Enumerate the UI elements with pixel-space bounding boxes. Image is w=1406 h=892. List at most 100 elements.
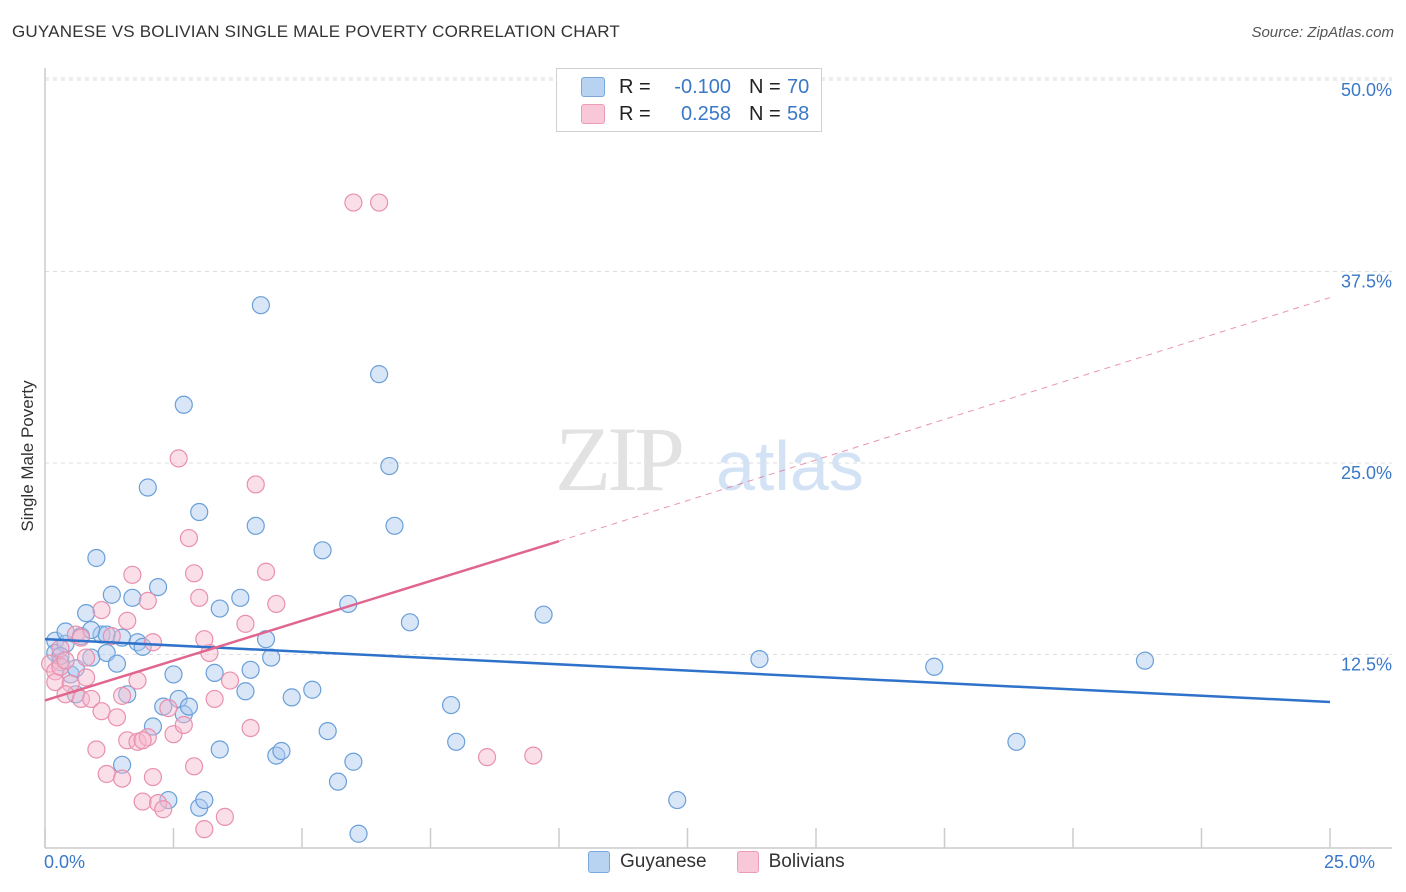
guyanese-point: [313, 541, 332, 560]
bolivians-point: [164, 725, 183, 744]
bolivians-point: [159, 699, 178, 718]
guyanese-point: [77, 604, 96, 623]
guyanese-point: [328, 772, 348, 791]
bolivians-point: [138, 728, 157, 747]
guyanese-point: [303, 680, 322, 699]
series-legend: Guyanese Bolivians: [588, 851, 875, 873]
source-label: Source: ZipAtlas.com: [1251, 24, 1394, 41]
guyanese-point: [1135, 651, 1155, 670]
guyanese-point: [236, 682, 255, 701]
r-label: R =: [619, 102, 651, 125]
guyanese-point: [344, 752, 363, 771]
bolivians-trend-line: [44, 539, 560, 702]
guyanese-point: [241, 660, 260, 679]
guyanese-point: [179, 697, 199, 716]
bolivians-point: [112, 769, 132, 788]
guyanese-point: [668, 790, 687, 810]
bolivians-point: [195, 630, 214, 649]
legend-row-bolivians: R = 0.258 N = 58: [581, 102, 809, 126]
bolivians-swatch: [581, 104, 605, 124]
guyanese-point: [231, 588, 250, 607]
bolivians-point: [107, 708, 127, 727]
y-tick-label: 25.0%: [1341, 463, 1392, 483]
legend-item-guyanese[interactable]: Guyanese: [588, 851, 707, 873]
legend-label-guyanese: Guyanese: [620, 851, 707, 872]
watermark: ZIP: [555, 408, 682, 510]
bolivians-point: [92, 702, 111, 721]
guyanese-point: [102, 585, 121, 604]
guyanese-point: [164, 665, 183, 684]
n-label: N =: [749, 75, 781, 98]
guyanese-point: [400, 613, 420, 632]
bolivians-point: [92, 600, 111, 620]
series-guyanese-points: [46, 296, 1155, 843]
bolivians-point: [169, 449, 188, 468]
guyanese-point: [385, 516, 404, 535]
guyanese-point: [925, 657, 944, 676]
bolivians-point: [256, 562, 276, 581]
n-value: 58: [787, 102, 810, 125]
legend-label-bolivians: Bolivians: [768, 851, 845, 872]
bolivians-point: [184, 757, 204, 776]
y-tick-labels: 12.5% 25.0% 37.5% 50.0%: [1341, 80, 1392, 675]
bolivians-trend-extension: [558, 297, 1331, 542]
bolivians-point: [174, 715, 193, 735]
guyanese-point: [750, 649, 769, 669]
guyanese-point: [210, 599, 229, 618]
guyanese-point: [205, 663, 224, 682]
guyanese-point: [148, 577, 168, 597]
bolivians-point: [246, 475, 265, 494]
guyanese-point: [272, 741, 291, 761]
guyanese-point: [447, 732, 466, 751]
bolivians-point: [77, 668, 96, 687]
bolivians-point: [154, 800, 173, 819]
bolivians-point: [195, 820, 214, 839]
guyanese-point: [143, 717, 163, 736]
bolivians-point: [118, 611, 137, 630]
guyanese-point: [534, 605, 553, 624]
bolivians-point: [190, 588, 209, 607]
r-value: 0.258: [680, 102, 731, 125]
guyanese-point: [159, 790, 178, 810]
guyanese-point: [251, 296, 270, 315]
r-label: R =: [619, 75, 651, 98]
bolivians-point: [524, 746, 543, 765]
trend-lines: [44, 297, 1331, 704]
bolivians-point: [71, 628, 91, 647]
bolivians-point: [66, 625, 85, 644]
bolivians-point: [143, 767, 163, 787]
guyanese-point: [87, 548, 106, 568]
bolivians-point: [123, 565, 142, 584]
bolivians-point: [97, 764, 116, 784]
x-tick-label-max: 25.0%: [1324, 852, 1376, 872]
y-tick-label: 37.5%: [1341, 272, 1392, 292]
bolivians-swatch: [736, 851, 759, 873]
guyanese-point: [380, 456, 399, 476]
guyanese-point: [190, 502, 209, 522]
legend-item-bolivians[interactable]: Bolivians: [736, 851, 845, 873]
bolivians-point: [138, 591, 157, 610]
guyanese-point: [112, 755, 132, 774]
guyanese-swatch: [581, 77, 605, 97]
series-bolivians-points: [41, 193, 543, 839]
bolivians-point: [215, 807, 234, 826]
axes: [44, 68, 1392, 849]
bolivians-point: [77, 648, 96, 667]
n-label: N =: [749, 102, 781, 125]
guyanese-point: [246, 516, 265, 535]
bolivians-point: [236, 614, 255, 633]
bolivians-point: [267, 594, 286, 614]
bolivians-point: [112, 686, 132, 705]
guyanese-trend-line: [44, 637, 1331, 704]
guyanese-point: [318, 721, 337, 741]
bolivians-point: [241, 718, 260, 738]
bolivians-point: [205, 689, 224, 709]
r-value: -0.100: [674, 75, 731, 98]
bolivians-point: [143, 633, 163, 652]
bolivians-point: [344, 193, 363, 212]
guyanese-point: [174, 395, 193, 414]
guyanese-point: [195, 790, 214, 810]
guyanese-point: [370, 365, 389, 384]
bolivians-point: [370, 193, 389, 212]
